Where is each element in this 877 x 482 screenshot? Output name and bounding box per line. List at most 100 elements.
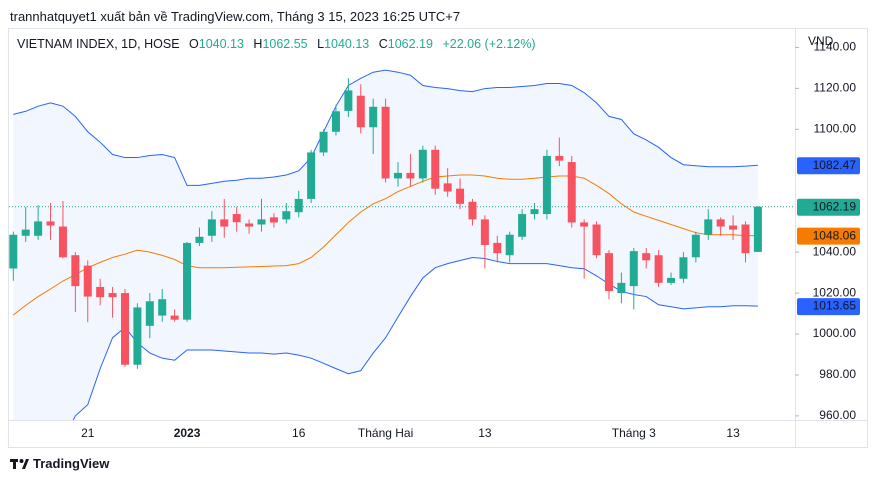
candle-body <box>654 255 663 283</box>
candle-body <box>46 221 55 226</box>
candle-body <box>431 149 440 189</box>
candle-body <box>207 219 216 236</box>
candle-body <box>282 211 291 220</box>
candle-body <box>158 299 167 316</box>
y-tick-label: 1040.00 <box>813 244 857 258</box>
ohlc-value: 1062.19 <box>387 37 433 51</box>
ohlc-value: 1040.13 <box>324 37 370 51</box>
ohlc-letter: L <box>317 37 325 51</box>
ohlc-letter: H <box>253 37 263 51</box>
y-tick-label: 1020.00 <box>813 285 857 299</box>
candle-body <box>468 201 477 220</box>
candle-body <box>592 224 601 256</box>
price-label: 1062.19 <box>813 199 857 213</box>
band-line <box>13 69 758 186</box>
candle-body <box>21 229 30 236</box>
candle-body <box>120 293 129 365</box>
price-label-box <box>797 157 860 175</box>
candle-body <box>642 253 651 261</box>
symbol: VIETNAM INDEX, 1D, HOSE <box>17 37 180 51</box>
candle-body <box>418 149 427 179</box>
candle-body <box>344 90 353 111</box>
ohlc-letter: C <box>378 37 388 51</box>
change-percent: (+2.12%) <box>484 37 536 51</box>
x-tick-label: 13 <box>478 426 492 440</box>
y-tick-label: 980.00 <box>819 367 856 381</box>
y-tick-label: 1140.00 <box>814 40 857 54</box>
candle-body <box>331 111 340 132</box>
candle-body <box>394 172 403 179</box>
candle-body <box>667 277 676 283</box>
candle-body <box>294 198 303 213</box>
candle-body <box>493 242 502 254</box>
candle-body <box>555 155 564 161</box>
candle-body <box>195 236 204 243</box>
price-label-box <box>797 298 860 316</box>
candle-body <box>406 172 415 179</box>
candle-body <box>183 242 192 320</box>
candle-body <box>505 234 514 256</box>
candle-body <box>34 221 43 236</box>
candle-body <box>518 214 527 237</box>
currency: VND <box>808 34 834 48</box>
candle-body <box>108 293 117 298</box>
candle-body <box>145 301 154 326</box>
y-tick-label: 1000.00 <box>813 326 857 340</box>
y-tick-label: 1100.00 <box>814 121 857 135</box>
candle-body <box>629 251 638 287</box>
candle-body <box>617 282 626 294</box>
price-label: 1048.06 <box>813 228 857 242</box>
candle-body <box>691 234 700 258</box>
candle-body <box>741 224 750 254</box>
candle-body <box>9 234 18 269</box>
candle-body <box>71 255 80 287</box>
panel-border <box>8 28 868 448</box>
candle-body <box>679 257 688 279</box>
x-tick-label: Tháng Hai <box>358 426 413 440</box>
candle-body <box>443 183 452 192</box>
price-label-box <box>797 227 860 245</box>
price-label-box <box>797 198 860 216</box>
candle-body <box>369 106 378 128</box>
y-tick-label: 1120.00 <box>814 81 857 95</box>
logo <box>10 459 29 469</box>
candle-body <box>220 219 229 227</box>
candle-body <box>58 226 67 258</box>
band-line <box>12 174 758 316</box>
candle-body <box>83 265 92 297</box>
price-label: 1082.47 <box>813 158 857 172</box>
brand: TradingView <box>33 456 110 471</box>
candle-body <box>542 155 551 215</box>
x-tick-label: Tháng 3 <box>612 426 656 440</box>
y-tick-label: 960.00 <box>819 408 856 422</box>
candle-body <box>604 253 613 292</box>
candle-body <box>567 162 576 223</box>
candle-body <box>245 223 254 227</box>
x-tick-label: 16 <box>292 426 306 440</box>
ohlc-value: 1040.13 <box>198 37 244 51</box>
candle-body <box>716 219 725 227</box>
legend: VIETNAM INDEX, 1D, HOSE O1040.13 H1062.5… <box>17 37 536 51</box>
x-tick-label: 21 <box>81 426 95 440</box>
candle-body <box>729 225 738 230</box>
candle-body <box>269 217 278 223</box>
price-label: 1013.65 <box>813 299 857 313</box>
x-tick-label: 2023 <box>174 426 201 440</box>
attribution: trannhatquyet1 xuất bản về TradingView.c… <box>10 9 461 24</box>
candle-body <box>580 222 589 227</box>
candle-body <box>456 188 465 204</box>
candle-body <box>753 206 762 252</box>
candle-body <box>96 286 105 298</box>
plot <box>9 69 795 420</box>
candle-body <box>257 219 266 225</box>
candle-body <box>232 214 241 223</box>
candle-body <box>704 219 713 235</box>
candle-body <box>480 219 489 245</box>
change: +22.06 <box>442 37 482 51</box>
candle-body <box>530 209 539 215</box>
candle-body <box>133 307 142 365</box>
candle-body <box>319 131 328 153</box>
candle-body <box>356 95 365 128</box>
